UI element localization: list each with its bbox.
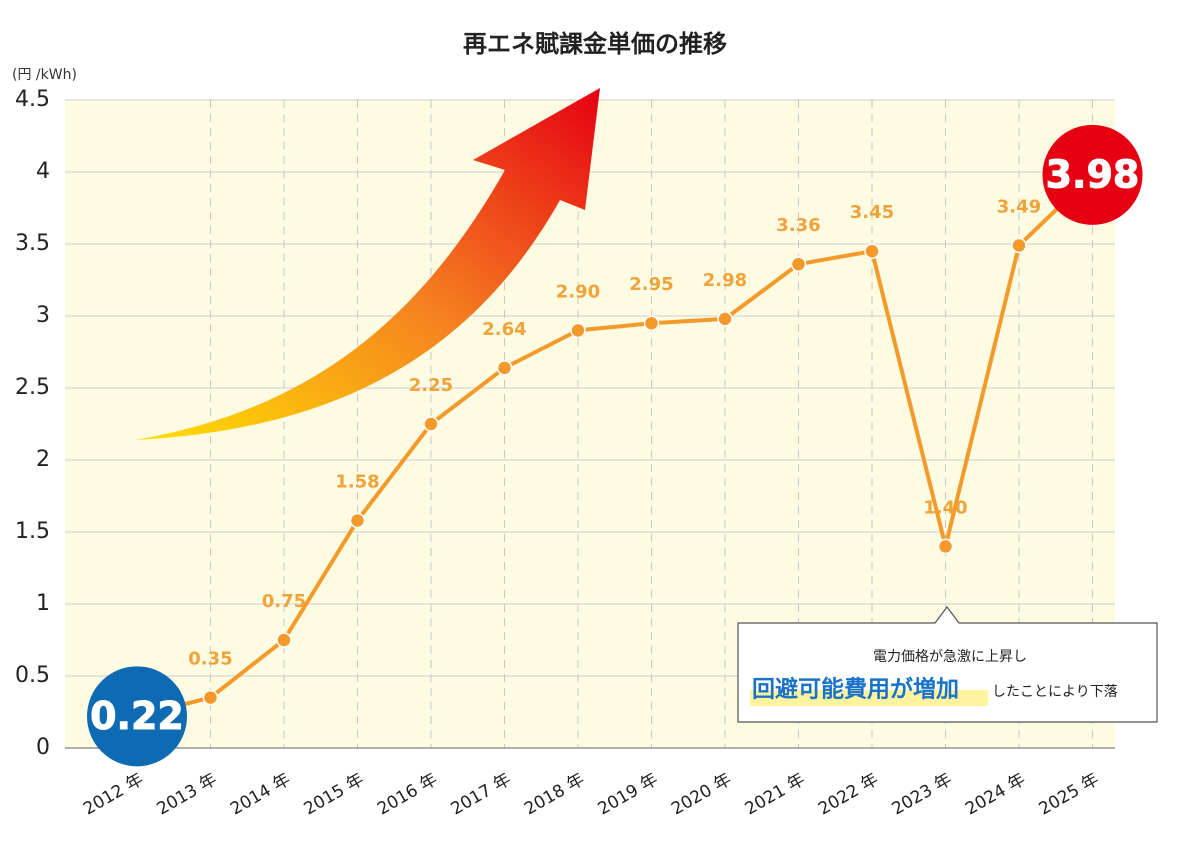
chart-title: 再エネ賦課金単価の推移 [463, 30, 727, 58]
y-tick-label: 3.5 [15, 231, 50, 256]
y-tick-label: 0.5 [15, 663, 50, 688]
value-label: 2.95 [629, 274, 673, 295]
marker [1011, 237, 1027, 254]
value-label: 2.64 [482, 319, 526, 340]
marker [202, 689, 219, 706]
value-label: 0.22 [90, 694, 184, 738]
y-tick-label: 4 [36, 159, 50, 184]
x-tick-label: 2021 年 [742, 769, 809, 819]
annotation-highlight: 回避可能費用が増加 [752, 676, 959, 703]
x-tick-label: 2019 年 [595, 769, 662, 819]
line [136, 173, 1094, 719]
x-tick-label: 2014 年 [227, 769, 294, 819]
trend-arrow [135, 88, 600, 440]
x-tick-label: 2013 年 [154, 769, 221, 819]
marker [349, 512, 366, 529]
x-tick-label: 2018 年 [521, 769, 588, 819]
x-tick-label: 2023 年 [889, 769, 956, 819]
annotation-text: 電力価格が急激に上昇し [873, 648, 1027, 665]
marker [717, 311, 733, 327]
value-label: 3.36 [776, 215, 820, 236]
annotation-text: したことにより下落 [992, 684, 1118, 700]
value-label: 1.40 [923, 497, 967, 518]
marker [276, 632, 292, 648]
x-tick-label: 2022 年 [815, 769, 882, 819]
marker [423, 416, 439, 432]
value-label: 0.35 [188, 649, 232, 670]
y-axis-label: (円 /kWh) [12, 67, 77, 83]
marker [864, 243, 880, 259]
value-label: 2.90 [556, 281, 600, 302]
y-tick-label: 0 [36, 735, 50, 760]
value-label: 1.58 [335, 471, 379, 492]
x-tick-label: 2024 年 [962, 769, 1029, 819]
x-tick-label: 2015 年 [301, 769, 368, 819]
marker [937, 538, 954, 555]
marker [496, 360, 513, 376]
marker [790, 256, 807, 272]
highlight-bg [750, 690, 988, 706]
value-label: 3.98 [1046, 152, 1140, 196]
callout: 電力価格が急激に上昇し 回避可能費用が増加 したことにより下落 [737, 606, 1158, 723]
x-tick-label: 2017 年 [448, 769, 515, 819]
y-tick-label: 3 [36, 303, 50, 328]
value-label: 2.25 [409, 375, 453, 396]
y-tick-label: 4.5 [15, 87, 50, 112]
value-label: 3.45 [850, 202, 894, 223]
value-label: 2.98 [703, 270, 747, 291]
marker [570, 322, 586, 339]
x-tick-label: 2020 年 [668, 769, 735, 819]
x-tick-label: 2025 年 [1036, 769, 1103, 819]
marker [643, 315, 660, 331]
x-tick-label: 2016 年 [374, 769, 441, 819]
value-label: 0.75 [262, 591, 306, 612]
value-label: 3.49 [997, 196, 1041, 217]
y-tick-label: 2 [36, 447, 50, 472]
highlight-marker [87, 666, 187, 767]
y-tick-label: 1 [36, 591, 50, 616]
y-tick-label: 2.5 [15, 375, 50, 400]
y-tick-label: 1.5 [15, 519, 50, 544]
highlight-marker [1042, 124, 1143, 225]
x-tick-label: 2012 年 [80, 769, 147, 819]
